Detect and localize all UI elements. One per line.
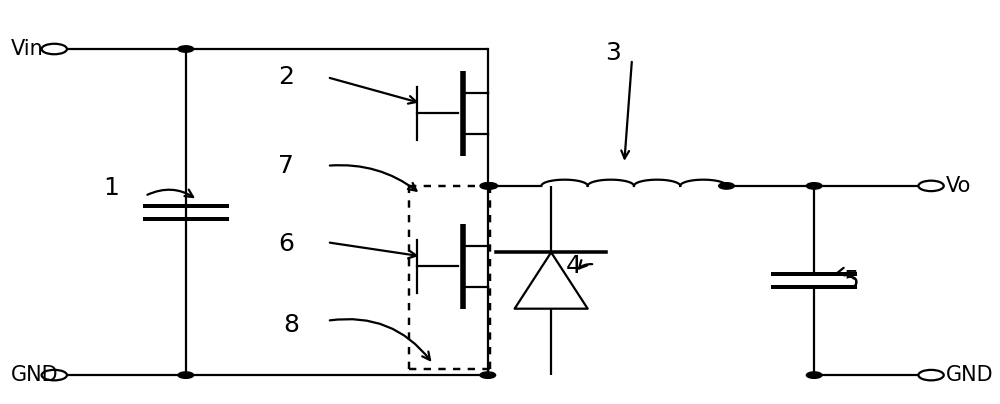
Text: 2: 2 <box>278 65 294 89</box>
Text: GND: GND <box>10 365 58 385</box>
Text: GND: GND <box>946 365 993 385</box>
Text: 5: 5 <box>843 269 859 292</box>
Circle shape <box>480 372 496 378</box>
Circle shape <box>806 372 822 378</box>
Text: 1: 1 <box>103 176 119 200</box>
Circle shape <box>482 183 498 189</box>
Circle shape <box>806 183 822 189</box>
Text: 6: 6 <box>278 232 294 256</box>
Text: 3: 3 <box>605 41 621 65</box>
Text: 7: 7 <box>278 154 294 178</box>
Text: Vo: Vo <box>946 176 971 196</box>
Circle shape <box>719 183 734 189</box>
Text: Vin: Vin <box>10 39 43 59</box>
Text: 8: 8 <box>283 313 299 337</box>
Circle shape <box>480 183 496 189</box>
Circle shape <box>178 46 194 52</box>
Text: 4: 4 <box>566 255 582 278</box>
Circle shape <box>178 372 194 378</box>
